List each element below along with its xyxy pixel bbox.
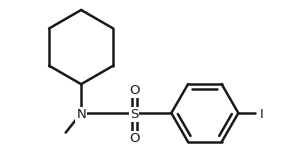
Text: O: O <box>129 132 140 145</box>
Text: O: O <box>129 84 140 97</box>
Text: N: N <box>76 108 86 121</box>
Text: S: S <box>130 108 138 121</box>
Text: I: I <box>260 108 264 121</box>
